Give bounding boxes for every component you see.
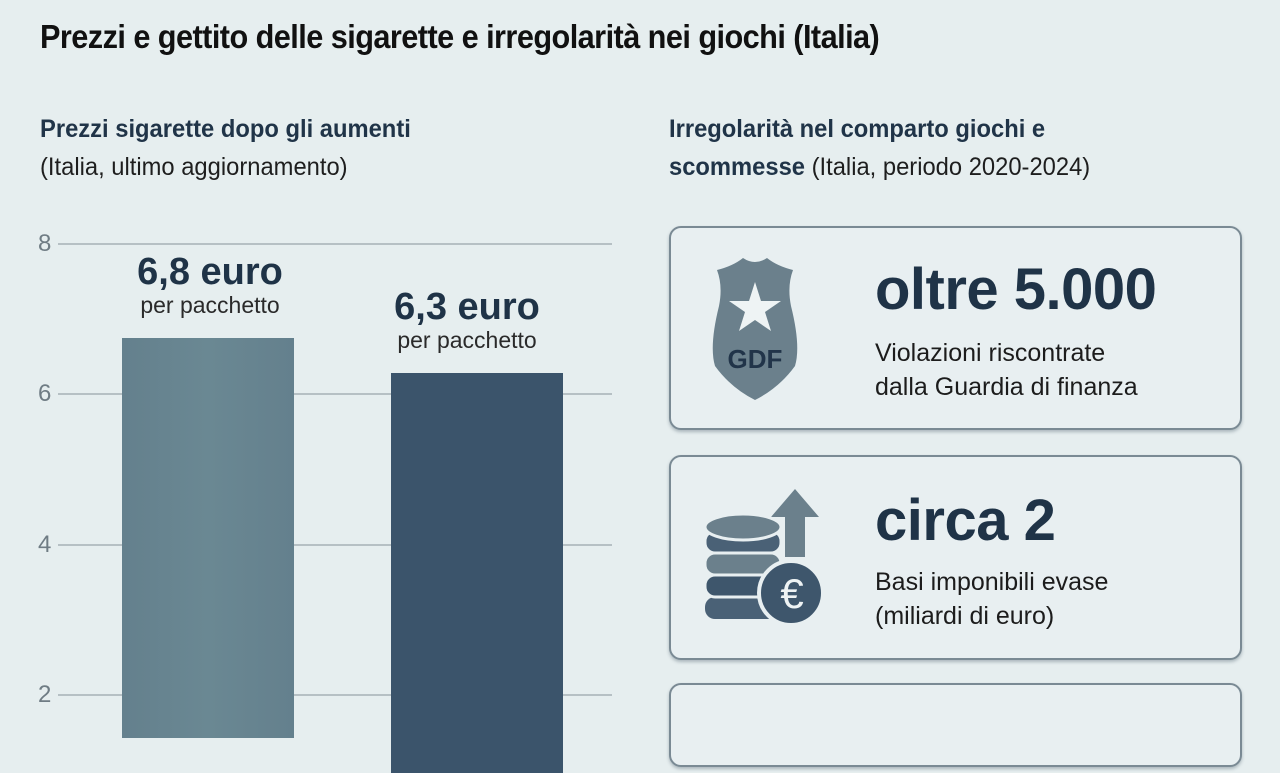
third-card-partial [669,683,1242,767]
irregularities-title-line1: Irregolarità nel comparto giochi e [669,115,1046,143]
violations-desc-line1: Violazioni riscontrate [875,339,1106,367]
chart-title: Prezzi sigarette dopo gli aumenti [40,115,411,143]
bar-1-value: 6,8 euro [137,251,283,293]
bar-2-value: 6,3 euro [394,286,540,328]
irregularities-title-line2: scommesse [669,153,805,181]
irregularities-subtitle: (Italia, periodo 2020-2024) [804,153,1091,181]
evaded-tax-desc: Basi imponibili evase (miliardi di euro) [875,565,1108,633]
gridline-4 [58,544,612,546]
evaded-tax-card: € circa 2 Basi imponibili evase (miliard… [669,455,1242,660]
svg-text:GDF: GDF [728,344,783,374]
coins-euro-arrow-up-icon: € [703,487,825,627]
evaded-tax-value: circa 2 [875,488,1056,553]
page-title: Prezzi e gettito delle sigarette e irreg… [40,18,880,55]
violations-desc: Violazioni riscontrate dalla Guardia di … [875,336,1138,404]
chart-section-title: Prezzi sigarette dopo gli aumenti (Itali… [40,110,411,186]
police-shield-icon: GDF [709,256,801,401]
gridline-6 [58,393,612,395]
violations-desc-line2: dalla Guardia di finanza [875,373,1138,401]
irregularities-section-title: Irregolarità nel comparto giochi e scomm… [669,110,1090,186]
price-bar-chart: 8 6 4 2 6,8 euro per pacchetto 6,3 euro … [0,0,640,773]
evaded-tax-desc-line1: Basi imponibili evase [875,568,1109,596]
bar-2-unit: per pacchetto [397,327,537,353]
gridline-2 [58,694,612,696]
gdf-violations-card: GDF oltre 5.000 Violazioni riscontrate d… [669,226,1242,430]
bar-2-label: 6,3 euro per pacchetto [337,287,597,353]
bar-1-unit: per pacchetto [140,292,280,318]
svg-text:€: € [780,570,803,617]
bar-1 [122,338,294,738]
y-tick-4: 4 [38,531,52,558]
bar-1-label: 6,8 euro per pacchetto [80,252,340,318]
gridline-8 [58,243,612,245]
violations-value: oltre 5.000 [875,257,1157,322]
chart-subtitle: (Italia, ultimo aggiornamento) [40,153,348,181]
y-tick-6: 6 [38,380,52,407]
y-tick-2: 2 [38,681,52,708]
y-tick-8: 8 [38,230,52,257]
evaded-tax-desc-line2: (miliardi di euro) [875,602,1055,630]
bar-2 [391,373,563,773]
